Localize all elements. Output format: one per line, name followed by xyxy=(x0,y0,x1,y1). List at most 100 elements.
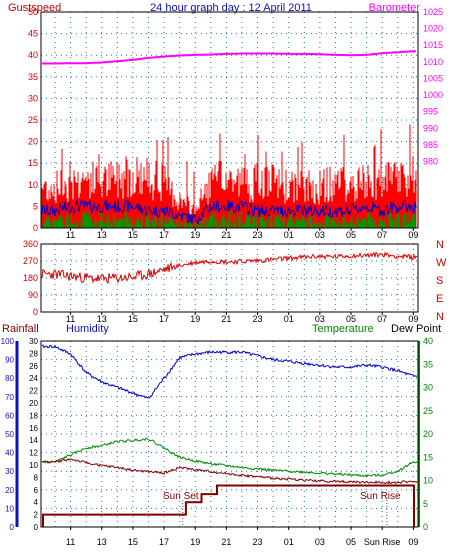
gust-tick-label: 35 xyxy=(28,72,38,82)
x-tick-label: 11 xyxy=(66,537,75,547)
baro-tick-label: 1010 xyxy=(423,57,443,67)
baro-tick-label: 995 xyxy=(423,107,438,117)
baro-tick-label: 1025 xyxy=(423,7,443,17)
dew-point-series xyxy=(41,458,418,485)
humidity-tick-label: 0 xyxy=(10,523,15,532)
humidity-tick-label: 70 xyxy=(5,393,14,402)
rain-tick-label: 24 xyxy=(29,374,38,383)
x-tick-label: 09 xyxy=(408,230,418,240)
rain-tick-label: 0 xyxy=(34,523,39,532)
x-tick-label: 01 xyxy=(284,230,294,240)
x-tick-label: 13 xyxy=(97,230,107,240)
humidity-label: Humidity xyxy=(66,323,109,335)
temperature-tick-label: 0 xyxy=(423,522,428,532)
x-tick-label: 03 xyxy=(315,314,325,324)
chart-title: 24 hour graph day : 12 April 2011 xyxy=(150,2,312,14)
sun-rise-annotation: Sun Rise xyxy=(360,491,401,502)
compass-label: N xyxy=(436,311,444,323)
x-tick-label: 23 xyxy=(253,230,263,240)
weather-panel-frame xyxy=(40,340,419,528)
rain-tick-label: 8 xyxy=(34,473,39,482)
rain-tick-label: 2 xyxy=(34,511,39,520)
x-tick-label: 05 xyxy=(346,537,356,547)
temperature-tick-label: 30 xyxy=(423,383,433,393)
x-tick-label: 05 xyxy=(346,230,356,240)
gust-tick-label: 30 xyxy=(28,93,38,103)
rain-tick-label: 10 xyxy=(29,461,38,470)
x-tick-label: 21 xyxy=(221,537,231,547)
temperature-tick-label: 10 xyxy=(423,476,433,486)
x-tick-label: 17 xyxy=(159,230,169,240)
gust-tick-label: 20 xyxy=(28,137,38,147)
humidity-tick-label: 80 xyxy=(5,374,14,383)
gust-tick-label: 15 xyxy=(28,158,38,168)
rain-tick-label: 4 xyxy=(34,498,39,507)
barometer-series xyxy=(42,50,416,65)
temperature-tick-label: 15 xyxy=(423,452,433,462)
rain-tick-label: 26 xyxy=(29,362,38,371)
rain-tick-label: 12 xyxy=(29,449,38,458)
gust-tick-label: 10 xyxy=(28,180,38,190)
compass-label: W xyxy=(436,257,447,269)
humidity-tick-label: 10 xyxy=(5,504,14,513)
x-tick-label: 05 xyxy=(346,314,356,324)
gust-tick-label: 0 xyxy=(33,223,38,233)
baro-tick-label: 1015 xyxy=(423,40,443,50)
temperature-tick-label: 40 xyxy=(423,336,433,346)
wind-direction-series xyxy=(41,251,418,285)
humidity-tick-label: 100 xyxy=(1,337,15,346)
x-tick-label: 13 xyxy=(97,537,107,547)
temperature-tick-label: 25 xyxy=(423,406,433,416)
humidity-tick-label: 20 xyxy=(5,486,14,495)
humidity-tick-label: 60 xyxy=(5,411,14,420)
x-tick-label: 13 xyxy=(97,314,107,324)
temperature-series xyxy=(41,437,418,478)
x-tick-label: 09 xyxy=(408,314,418,324)
humidity-tick-label: 40 xyxy=(5,449,14,458)
x-tick-label: 23 xyxy=(253,537,263,547)
direction-tick-label: 360 xyxy=(23,239,38,249)
dew-point-label: Dew Point xyxy=(391,323,441,335)
windspeed-series xyxy=(41,198,417,225)
rain-tick-label: 28 xyxy=(29,349,38,358)
direction-panel-frame xyxy=(40,243,419,313)
compass-label: S xyxy=(436,275,443,287)
rainfall-label: Rainfall xyxy=(2,323,39,335)
rain-tick-label: 18 xyxy=(29,411,38,420)
baro-tick-label: 980 xyxy=(423,157,438,167)
x-tick-label: 19 xyxy=(190,314,200,324)
baro-tick-label: 1000 xyxy=(423,90,443,100)
rain-tick-label: 6 xyxy=(34,486,39,495)
x-tick-label: 15 xyxy=(128,314,138,324)
x-tick-label: 21 xyxy=(221,314,231,324)
barometer-axis-label: Barometer xyxy=(369,2,421,14)
x-tick-label: Sun Rise xyxy=(364,537,401,547)
temperature-tick-label: 20 xyxy=(423,429,433,439)
x-tick-label: 19 xyxy=(190,230,200,240)
direction-tick-label: 90 xyxy=(28,290,38,300)
direction-tick-label: 270 xyxy=(23,256,38,266)
temperature-label: Temperature xyxy=(312,323,374,335)
baro-tick-label: 1005 xyxy=(423,73,443,83)
rain-tick-label: 20 xyxy=(29,399,38,408)
gust-tick-label: 40 xyxy=(28,50,38,60)
compass-label: N xyxy=(436,239,444,251)
x-tick-label: 15 xyxy=(128,537,138,547)
x-tick-label: 03 xyxy=(315,230,325,240)
wind-panel-frame xyxy=(40,11,419,229)
direction-tick-label: 180 xyxy=(23,273,38,283)
baro-tick-label: 985 xyxy=(423,140,438,150)
rain-tick-label: 22 xyxy=(29,387,38,396)
x-tick-label: 21 xyxy=(221,230,231,240)
direction-tick-label: 0 xyxy=(33,307,38,317)
humidity-tick-label: 90 xyxy=(5,356,14,365)
x-tick-label: 17 xyxy=(159,537,169,547)
calm-series xyxy=(43,210,416,228)
x-tick-label: 17 xyxy=(159,314,169,324)
x-tick-label: 07 xyxy=(377,230,387,240)
x-tick-label: 01 xyxy=(284,537,294,547)
x-tick-label: 15 xyxy=(128,230,138,240)
x-tick-label: 19 xyxy=(190,537,200,547)
gust-tick-label: 25 xyxy=(28,115,38,125)
